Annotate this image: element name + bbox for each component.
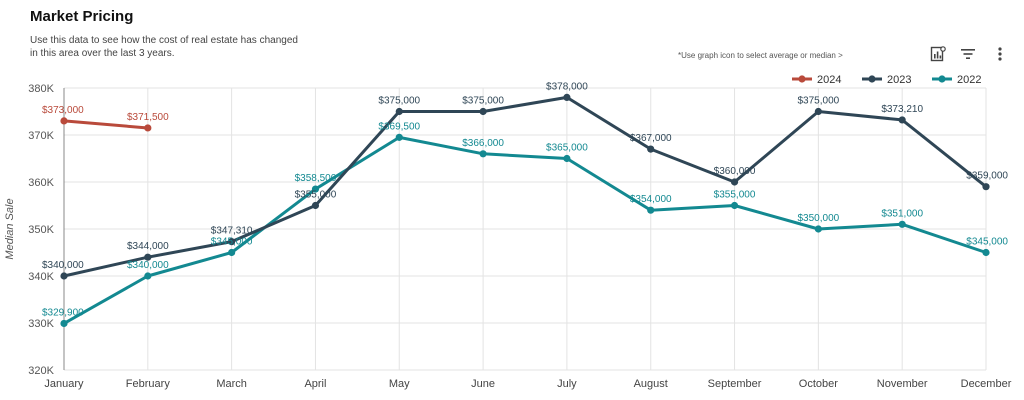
data-point-2022 (563, 154, 571, 163)
data-label-2023: $359,000 (966, 171, 1008, 182)
series-line-2022 (63, 135, 987, 325)
data-label-2023: $373,210 (881, 104, 923, 115)
data-point-2022 (647, 206, 655, 214)
x-tick-label: February (126, 378, 171, 390)
y-tick-label: 380K (28, 83, 54, 95)
data-label-2022: $340,000 (127, 260, 169, 271)
data-label-2024: $371,500 (127, 112, 169, 123)
data-label-2023: $375,000 (378, 96, 420, 107)
data-point-2023 (563, 93, 571, 101)
data-point-2023 (60, 272, 68, 280)
data-point-2023 (144, 253, 152, 261)
series-line-2023 (63, 95, 987, 278)
data-point-2022 (814, 225, 822, 233)
data-point-2023 (814, 107, 822, 116)
data-label-2022: $345,000 (966, 237, 1008, 248)
data-label-2024: $373,000 (42, 105, 84, 116)
more-options-button[interactable] (990, 44, 1010, 64)
data-point-2022 (395, 133, 403, 141)
x-tick-label: January (44, 378, 84, 390)
data-label-2022: $366,000 (462, 138, 504, 149)
data-point-2023 (479, 107, 487, 116)
data-point-2024 (144, 124, 152, 132)
data-point-2023 (647, 145, 655, 153)
x-tick-label: November (877, 378, 928, 390)
data-point-2022 (982, 248, 990, 257)
data-label-2023: $360,000 (714, 166, 756, 177)
data-point-2022 (730, 201, 739, 210)
data-point-2022 (144, 272, 152, 280)
chart-options-button[interactable] (928, 44, 948, 64)
page-title: Market Pricing (30, 8, 134, 25)
legend-marker-2023 (868, 75, 876, 83)
data-point-2022 (898, 220, 906, 228)
data-point-2023 (898, 116, 906, 124)
filter-button[interactable] (958, 44, 978, 64)
data-point-2023 (395, 107, 403, 116)
data-label-2022: $365,000 (546, 143, 588, 154)
data-point-2023 (311, 201, 320, 210)
data-point-2022 (60, 319, 68, 328)
x-tick-label: March (216, 378, 247, 390)
legend-label-2023: 2023 (887, 74, 911, 86)
legend-marker-2022 (938, 75, 946, 83)
y-tick-label: 360K (28, 177, 54, 189)
x-tick-label: April (304, 378, 326, 390)
y-axis-title: Median Sale (4, 198, 16, 259)
filter-icon (961, 49, 975, 59)
data-label-2022: $351,000 (881, 208, 923, 219)
chart-options-icon (930, 46, 946, 62)
data-label-2022: $358,500 (295, 173, 337, 184)
data-label-2022: $329,900 (42, 307, 84, 318)
x-tick-label: August (634, 378, 668, 390)
data-label-2023: $367,000 (630, 133, 672, 144)
y-tick-label: 330K (28, 318, 54, 330)
more-vertical-icon (998, 47, 1002, 61)
data-label-2023: $347,310 (211, 226, 253, 237)
data-point-2023 (228, 238, 236, 246)
data-label-2023: $355,000 (295, 190, 337, 201)
y-tick-label: 370K (28, 130, 54, 142)
data-label-2023: $375,000 (798, 96, 840, 107)
data-label-2022: $350,000 (798, 213, 840, 224)
data-label-2023: $340,000 (42, 260, 84, 271)
data-label-2022: $369,500 (378, 121, 420, 132)
x-tick-label: October (799, 378, 838, 390)
data-label-2023: $344,000 (127, 241, 169, 252)
data-point-2023 (982, 183, 990, 191)
data-label-2023: $378,000 (546, 81, 588, 92)
x-tick-label: September (708, 378, 762, 390)
data-point-2022 (311, 185, 320, 193)
y-tick-label: 320K (28, 365, 54, 377)
data-label-2022: $355,000 (714, 190, 756, 201)
x-tick-label: December (961, 378, 1012, 390)
data-point-2022 (479, 150, 487, 158)
legend-label-2022: 2022 (957, 74, 981, 86)
page-subtitle: Use this data to see how the cost of rea… (30, 35, 298, 59)
series-line-2024 (63, 119, 148, 130)
market-pricing-chart: 320K 330K 340K 350K 360K 370K 380K January Febru… (4, 74, 1012, 390)
data-label-2022: $345,000 (211, 237, 253, 248)
x-tick-label: June (471, 378, 495, 390)
graph-hint: *Use graph icon to select average or med… (678, 51, 843, 60)
legend-marker-2024 (798, 75, 806, 83)
data-point-2023 (730, 178, 739, 186)
y-tick-label: 340K (28, 271, 54, 283)
data-point-2024 (60, 117, 68, 125)
x-tick-label: July (557, 378, 577, 390)
data-label-2022: $354,000 (630, 194, 672, 205)
data-point-2022 (228, 248, 236, 257)
x-tick-label: May (389, 378, 410, 390)
data-label-2023: $375,000 (462, 96, 504, 107)
y-tick-label: 350K (28, 224, 54, 236)
legend-label-2024: 2024 (817, 74, 841, 86)
